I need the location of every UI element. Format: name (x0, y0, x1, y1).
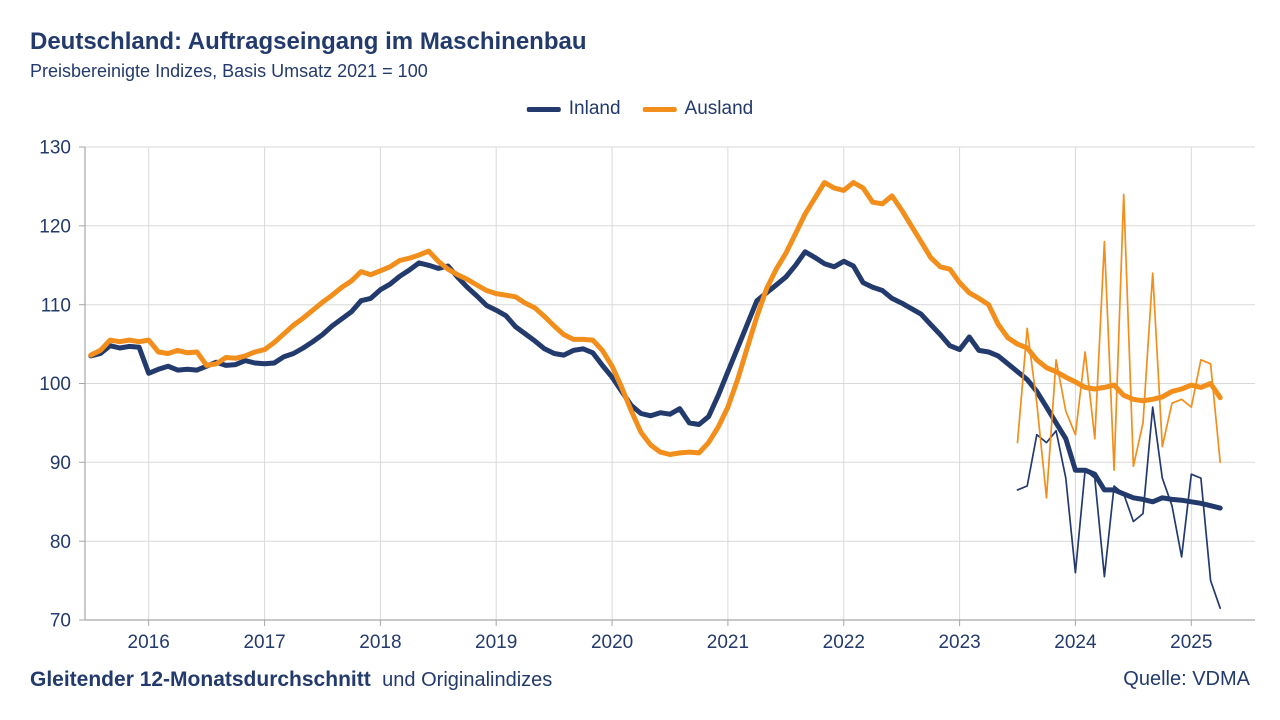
svg-text:120: 120 (39, 216, 71, 237)
svg-text:2024: 2024 (1054, 632, 1097, 653)
svg-text:70: 70 (50, 611, 71, 632)
page-subtitle: Preisbereinigte Indizes, Basis Umsatz 20… (30, 61, 428, 81)
chart-legend: Inland Ausland (526, 98, 754, 120)
svg-text:2022: 2022 (823, 632, 865, 653)
svg-text:2020: 2020 (591, 632, 633, 653)
svg-text:2018: 2018 (359, 632, 401, 653)
svg-text:2016: 2016 (128, 632, 170, 653)
source-label: Quelle: VDMA (1123, 668, 1250, 690)
footer-caption: Gleitender 12-Monatsdurchschnitt und Ori… (30, 668, 552, 692)
ausland-line-swatch-icon (642, 106, 677, 112)
footer-caption-regular: und Originalindizes (382, 669, 553, 691)
inland-line-swatch-icon (526, 106, 561, 112)
page-title: Deutschland: Auftragseingang im Maschine… (30, 28, 587, 55)
legend-label-ausland: Ausland (684, 98, 754, 119)
svg-text:130: 130 (39, 138, 71, 159)
svg-text:2017: 2017 (243, 632, 285, 653)
svg-text:80: 80 (50, 532, 71, 553)
svg-text:2019: 2019 (475, 632, 517, 653)
svg-text:2023: 2023 (938, 632, 980, 653)
legend-item-ausland: Ausland (642, 98, 754, 120)
svg-text:110: 110 (41, 295, 71, 316)
svg-text:90: 90 (50, 453, 71, 474)
svg-text:2025: 2025 (1170, 632, 1212, 653)
legend-item-inland: Inland (526, 98, 621, 120)
legend-label-inland: Inland (568, 98, 621, 119)
svg-text:100: 100 (39, 374, 71, 395)
footer-caption-bold: Gleitender 12-Monatsdurchschnitt (30, 668, 371, 691)
svg-text:2021: 2021 (707, 632, 749, 653)
